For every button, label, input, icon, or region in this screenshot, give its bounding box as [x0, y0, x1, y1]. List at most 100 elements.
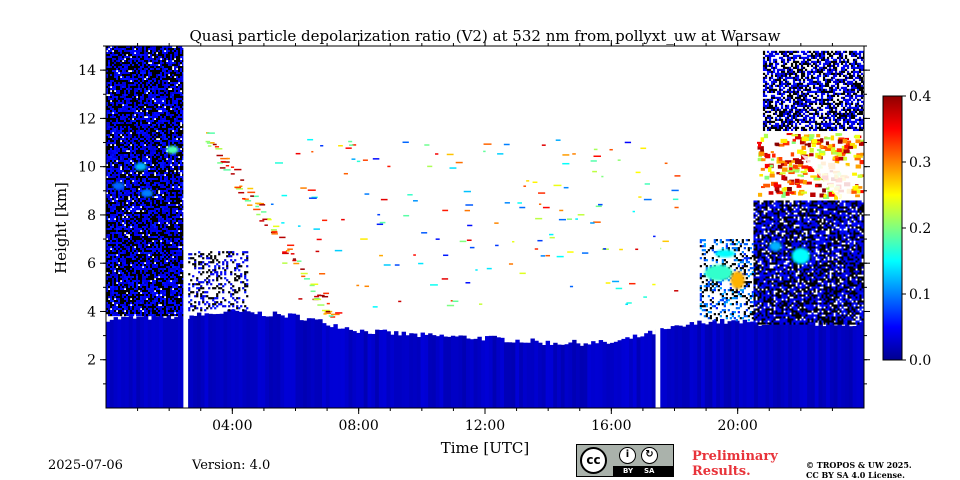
noise-cell [172, 284, 175, 287]
noise-cell [122, 296, 125, 299]
noise-cell [168, 272, 171, 275]
noise-cell [124, 306, 127, 309]
noise-cell [172, 142, 175, 145]
noise-cell [116, 170, 119, 173]
noise-cell [154, 114, 157, 117]
noise-cell [120, 114, 123, 117]
noise-cell [154, 150, 157, 153]
noise-cell [150, 136, 153, 139]
noise-cell [154, 74, 157, 77]
noise-cell [178, 308, 181, 311]
noise-cell [108, 82, 111, 85]
noise-cell [112, 292, 115, 295]
noise-cell [110, 54, 113, 57]
noise-cell [120, 94, 123, 97]
noise-cell [162, 82, 165, 85]
noise-cell [146, 140, 149, 143]
noise-cell [158, 210, 161, 213]
noise-cell [144, 132, 147, 135]
noise-cell [106, 68, 109, 71]
noise-cell [150, 296, 153, 299]
noise-cell [140, 96, 143, 99]
noise-cell [128, 202, 131, 205]
noise-cell [134, 164, 137, 167]
noise-cell [144, 114, 147, 117]
noise-cell [164, 314, 167, 317]
noise-cell [146, 288, 149, 291]
noise-cell [140, 154, 143, 157]
noise-cell [138, 128, 141, 131]
bl-column [769, 322, 774, 408]
bl-column [674, 325, 679, 408]
noise-cell [148, 278, 151, 281]
noise-cell [118, 286, 121, 289]
noise-cell [176, 52, 179, 55]
noise-cell [146, 294, 149, 297]
noise-cell [144, 84, 147, 87]
noise-cell [130, 174, 133, 177]
noise-cell [124, 234, 127, 237]
noise-cell [130, 296, 133, 299]
bl-column [712, 320, 717, 408]
noise-cell [172, 296, 175, 299]
noise-cell [122, 164, 125, 167]
noise-cell [154, 198, 157, 201]
noise-cell [126, 62, 129, 65]
noise-cell [174, 202, 177, 205]
noise-cell [172, 96, 175, 99]
noise-cell [126, 296, 129, 299]
noise-cell [124, 272, 127, 275]
noise-cell [158, 240, 161, 243]
noise-cell [106, 154, 109, 157]
noise-cell [162, 66, 165, 69]
noise-cell [108, 150, 111, 153]
noise-cell [140, 264, 143, 267]
noise-cell [164, 82, 167, 85]
noise-cell [116, 86, 119, 89]
noise-cell [176, 62, 179, 65]
noise-cell [134, 194, 137, 197]
bl-column [390, 334, 395, 408]
noise-cell [138, 118, 141, 121]
noise-cell [142, 142, 145, 145]
noise-cell [176, 122, 179, 125]
noise-cell [148, 294, 151, 297]
noise-cell [138, 218, 141, 221]
noise-cell [176, 106, 179, 109]
noise-cell [146, 220, 149, 223]
noise-cell [114, 72, 117, 75]
noise-cell [114, 300, 117, 303]
noise-cell [120, 148, 123, 151]
noise-cell [156, 62, 159, 65]
noise-cell [108, 170, 111, 173]
noise-cell [176, 196, 179, 199]
noise-cell [152, 154, 155, 157]
noise-cell [132, 246, 135, 249]
noise-cell [134, 58, 137, 61]
noise-cell [136, 62, 139, 65]
noise-cell [130, 230, 133, 233]
noise-cell [160, 166, 163, 169]
noise-cell [132, 270, 135, 273]
noise-cell [168, 232, 171, 235]
noise-cell [170, 120, 173, 123]
noise-cell [168, 156, 171, 159]
noise-cell [180, 54, 183, 57]
noise-cell [156, 244, 159, 247]
bl-column [701, 323, 706, 408]
noise-cell [118, 266, 121, 269]
noise-cell [118, 296, 121, 299]
noise-cell [168, 106, 171, 109]
noise-cell [148, 174, 151, 177]
noise-cell [146, 98, 149, 101]
noise-cell [114, 174, 117, 177]
noise-cell [138, 134, 141, 137]
noise-cell [128, 126, 131, 129]
noise-cell [170, 58, 173, 61]
noise-cell [114, 122, 117, 125]
noise-cell [154, 98, 157, 101]
noise-cell [146, 232, 149, 235]
noise-cell [138, 66, 141, 69]
noise-cell [132, 224, 135, 227]
noise-cell [162, 182, 165, 185]
